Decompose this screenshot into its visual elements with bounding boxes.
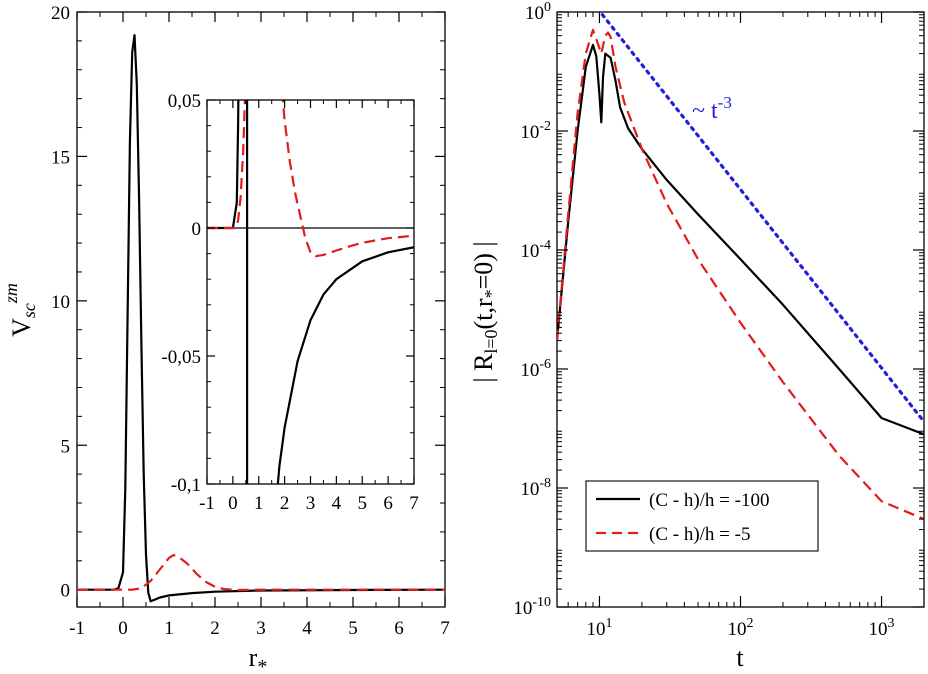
inset-x-tick-label: 1: [254, 493, 264, 514]
inset-x-tick-label: 7: [409, 493, 419, 514]
left-x-axis-title: r*: [249, 643, 268, 674]
left-x-tick-label: 0: [118, 618, 128, 639]
inset-curves: [207, 100, 414, 484]
legend-label-series-2: (C - h)/h = -5: [649, 524, 750, 545]
left-x-tick-label: -1: [69, 618, 85, 639]
left-y-tick-label: 15: [51, 147, 70, 168]
inset-y-tick-label: -0,05: [161, 347, 201, 368]
inset-series-3: [276, 246, 414, 484]
right-x-axis-title: t: [736, 643, 744, 672]
left-series-2: [77, 553, 445, 592]
right-y-axis-title: | Rl=0(t,r*=0) |: [469, 241, 501, 382]
right-y-tick-label: 100: [525, 0, 551, 24]
left-y-tick-label: 5: [61, 436, 71, 457]
left-x-tick-label: 2: [210, 618, 220, 639]
right-x-tick-label: 101: [586, 616, 612, 640]
inset-series-5: [281, 100, 414, 258]
inset-x-tick-label: -1: [199, 493, 215, 514]
left-x-tick-label: 5: [348, 618, 358, 639]
right-series-2: [557, 28, 924, 521]
right-y-tick-label: 10-8: [520, 476, 551, 500]
legend: (C - h)/h = -100 (C - h)/h = -5: [585, 480, 819, 552]
left-x-tick-label: 1: [164, 618, 174, 639]
left-x-tick-label: 4: [302, 618, 312, 639]
inset-y-tick-label: 0,05: [168, 91, 201, 112]
left-y-tick-label: 0: [61, 581, 71, 602]
left-y-tick-label: 10: [51, 292, 70, 313]
left-x-tick-label: 6: [394, 618, 404, 639]
right-y-tick-label: 10-6: [520, 357, 551, 381]
legend-label-series-1: (C - h)/h = -100: [649, 490, 769, 511]
inset-y-tick-label: -0,1: [171, 475, 201, 496]
inset-x-tick-label: 0: [228, 493, 238, 514]
legend-box: [585, 480, 819, 552]
inset-series-4: [207, 100, 247, 230]
right-y-tick-label: 10-2: [520, 119, 551, 143]
left-x-tick-label: 3: [256, 618, 266, 639]
inset-x-tick-label: 6: [383, 493, 393, 514]
left-x-tick-label: 7: [440, 618, 450, 639]
right-panel: 101 102 103 10-10 10-8 10-6 10-4 10-2 100 t | Rl…: [469, 0, 925, 672]
right-y-tick-label: 10-4: [520, 238, 551, 262]
inset-y-tick-label: 0: [192, 219, 202, 240]
left-y-tick-label: 20: [51, 3, 70, 24]
right-series-3: [600, 13, 924, 424]
inset-x-tick-label: 3: [306, 493, 316, 514]
right-x-tick-label: 103: [869, 616, 895, 640]
left-series-1: [77, 33, 445, 603]
right-x-tick-label: 102: [728, 616, 754, 640]
left-curves: [77, 33, 445, 603]
inset-x-tick-label: 4: [332, 493, 342, 514]
right-curves: [557, 13, 924, 521]
left-y-axis-title: Vsczm: [1, 283, 39, 337]
decay-annotation: ~ t-3: [692, 93, 732, 124]
inset-x-tick-label: 5: [358, 493, 368, 514]
inset-x-tick-label: 2: [280, 493, 290, 514]
right-y-tick-label: 10-10: [513, 595, 551, 619]
right-series-1: [557, 43, 924, 436]
